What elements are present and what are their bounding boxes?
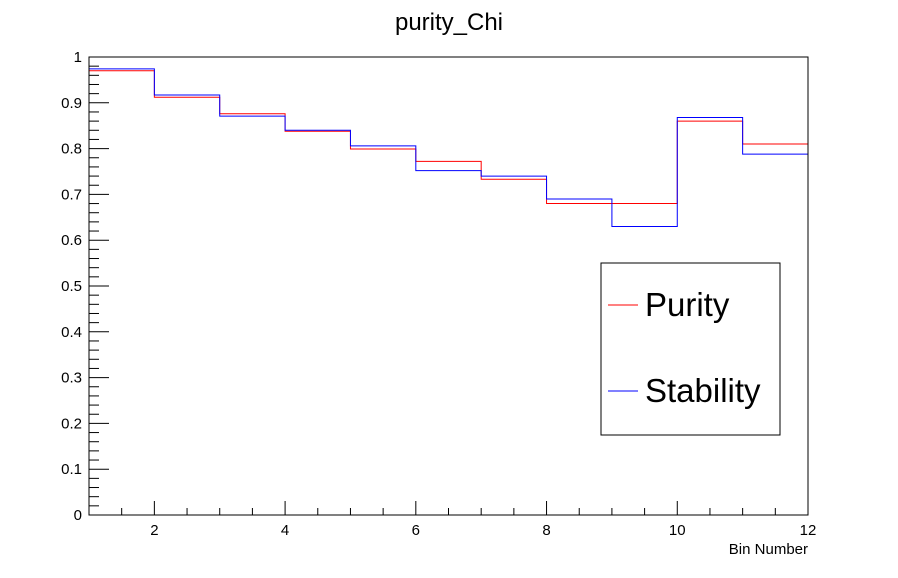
- y-tick-label: 0.3: [61, 370, 82, 387]
- y-tick-label: 0.2: [61, 415, 82, 432]
- x-tick-label: 2: [150, 522, 158, 539]
- legend: Purity Stability: [600, 262, 781, 436]
- x-axis-label: Bin Number: [729, 541, 808, 558]
- axes: 00.10.20.30.40.50.60.70.80.912 4 6 8 10 12: [61, 49, 816, 539]
- series-stability-line: [89, 68, 808, 227]
- y-tick-label: 0.4: [61, 324, 82, 341]
- y-tick-label: 0.5: [61, 278, 82, 295]
- y-tick-label: 0.9: [61, 95, 82, 112]
- series-group: [89, 68, 808, 227]
- y-tick-label: 0.1: [61, 461, 82, 478]
- x-tick-label: 4: [281, 522, 289, 539]
- y-tick-label: 0: [74, 507, 82, 524]
- y-tick-label: 0.6: [61, 232, 82, 249]
- legend-box: [600, 262, 781, 436]
- y-tick-label: 1: [74, 49, 82, 66]
- plot-frame: [88, 56, 809, 516]
- series-purity-line: [89, 70, 808, 205]
- legend-label-purity: Purity: [645, 286, 730, 323]
- x-tick-label: 6: [412, 522, 420, 539]
- legend-label-stability: Stability: [645, 372, 761, 409]
- y-tick-label: 0.8: [61, 141, 82, 158]
- chart-title: purity_Chi: [395, 9, 503, 36]
- x-tick-label: 12: [800, 522, 817, 539]
- x-tick-label: 8: [542, 522, 550, 539]
- x-tick-label: 10: [669, 522, 686, 539]
- y-tick-label: 0.7: [61, 186, 82, 203]
